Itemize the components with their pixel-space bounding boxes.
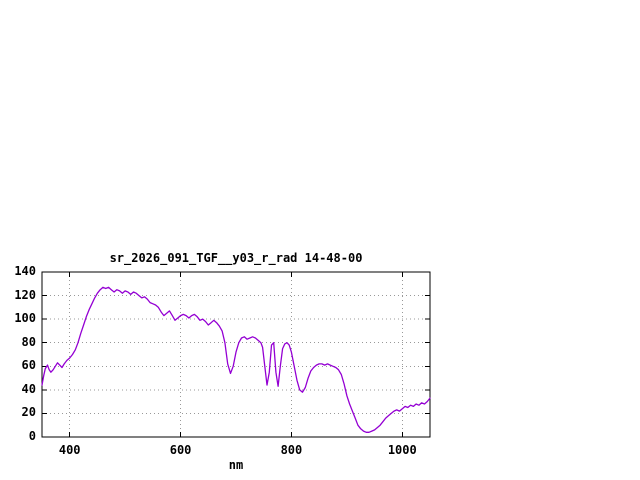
y-tick-label: 80	[21, 334, 36, 349]
y-tick-label: 0	[28, 429, 36, 443]
x-tick-label: 400	[58, 443, 81, 457]
plot-frame	[41, 271, 431, 438]
x-tick-label: 600	[169, 443, 192, 457]
y-tick-label: 120	[14, 287, 36, 302]
y-tick-label: 20	[21, 405, 36, 420]
y-tick-label: 40	[21, 381, 36, 396]
x-tick-label: 1000	[387, 443, 417, 457]
x-tick-label: 800	[280, 443, 303, 457]
y-tick-label: 60	[21, 358, 36, 373]
x-axis-label: nm	[228, 458, 244, 472]
y-tick-label: 140	[14, 264, 36, 278]
radiance-line	[41, 286, 431, 433]
y-tick-label: 100	[14, 311, 36, 326]
chart-title: sr_2026_091_TGF__y03_r_rad 14-48-00	[109, 251, 363, 265]
